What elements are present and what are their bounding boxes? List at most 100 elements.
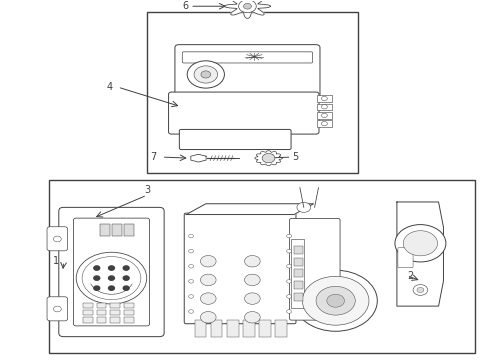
Circle shape xyxy=(189,294,194,298)
Circle shape xyxy=(123,276,129,280)
Polygon shape xyxy=(224,0,270,18)
Circle shape xyxy=(109,276,115,280)
Polygon shape xyxy=(397,202,443,306)
FancyBboxPatch shape xyxy=(294,258,303,266)
FancyBboxPatch shape xyxy=(124,303,134,308)
Circle shape xyxy=(109,266,115,270)
Text: 4: 4 xyxy=(106,82,113,92)
FancyBboxPatch shape xyxy=(227,320,239,337)
Circle shape xyxy=(245,256,260,267)
Text: 1: 1 xyxy=(53,256,59,266)
FancyBboxPatch shape xyxy=(290,219,340,320)
Bar xyxy=(147,12,358,173)
Circle shape xyxy=(187,61,224,88)
FancyBboxPatch shape xyxy=(124,317,134,323)
Circle shape xyxy=(287,249,292,253)
Circle shape xyxy=(200,256,216,267)
Circle shape xyxy=(287,310,292,313)
Circle shape xyxy=(189,249,194,253)
Circle shape xyxy=(297,202,311,212)
FancyBboxPatch shape xyxy=(317,95,332,102)
FancyBboxPatch shape xyxy=(195,320,206,337)
Circle shape xyxy=(244,3,251,9)
FancyBboxPatch shape xyxy=(243,320,255,337)
Circle shape xyxy=(262,153,275,163)
Circle shape xyxy=(123,286,129,290)
FancyBboxPatch shape xyxy=(179,130,291,149)
FancyBboxPatch shape xyxy=(112,224,122,237)
Circle shape xyxy=(287,280,292,283)
Circle shape xyxy=(417,287,424,292)
Circle shape xyxy=(245,311,260,323)
FancyBboxPatch shape xyxy=(294,293,303,301)
Circle shape xyxy=(245,293,260,304)
Circle shape xyxy=(327,294,344,307)
Circle shape xyxy=(316,286,355,315)
Circle shape xyxy=(245,274,260,285)
Circle shape xyxy=(321,96,327,101)
Circle shape xyxy=(189,280,194,283)
FancyBboxPatch shape xyxy=(83,303,93,308)
FancyBboxPatch shape xyxy=(184,213,296,324)
Circle shape xyxy=(201,71,211,78)
Circle shape xyxy=(189,310,194,313)
Circle shape xyxy=(302,276,369,325)
FancyBboxPatch shape xyxy=(211,320,222,337)
Circle shape xyxy=(239,0,256,13)
Circle shape xyxy=(395,225,446,262)
FancyBboxPatch shape xyxy=(124,310,134,315)
Circle shape xyxy=(321,122,327,126)
Text: 6: 6 xyxy=(182,1,189,11)
FancyBboxPatch shape xyxy=(110,317,120,323)
Circle shape xyxy=(321,105,327,109)
Polygon shape xyxy=(191,154,206,162)
FancyBboxPatch shape xyxy=(97,303,106,308)
FancyBboxPatch shape xyxy=(275,320,287,337)
FancyBboxPatch shape xyxy=(169,92,319,134)
Circle shape xyxy=(94,286,100,290)
FancyBboxPatch shape xyxy=(317,112,332,119)
FancyBboxPatch shape xyxy=(294,282,303,289)
Circle shape xyxy=(200,274,216,285)
FancyBboxPatch shape xyxy=(59,207,164,337)
Text: 7: 7 xyxy=(150,152,157,162)
Circle shape xyxy=(287,265,292,268)
FancyBboxPatch shape xyxy=(47,227,68,251)
FancyBboxPatch shape xyxy=(291,239,304,308)
FancyBboxPatch shape xyxy=(124,224,134,237)
FancyBboxPatch shape xyxy=(100,224,110,237)
Circle shape xyxy=(94,266,100,270)
Circle shape xyxy=(94,276,100,280)
Circle shape xyxy=(287,234,292,238)
FancyBboxPatch shape xyxy=(74,218,149,326)
Polygon shape xyxy=(255,150,282,166)
Circle shape xyxy=(53,306,61,312)
Circle shape xyxy=(403,231,438,256)
FancyBboxPatch shape xyxy=(317,121,332,127)
FancyBboxPatch shape xyxy=(97,317,106,323)
FancyBboxPatch shape xyxy=(294,270,303,278)
Circle shape xyxy=(200,293,216,304)
Circle shape xyxy=(189,265,194,268)
Text: 3: 3 xyxy=(144,185,150,195)
FancyBboxPatch shape xyxy=(259,320,271,337)
FancyBboxPatch shape xyxy=(175,45,320,101)
Circle shape xyxy=(413,284,428,295)
Bar xyxy=(49,180,475,353)
FancyBboxPatch shape xyxy=(83,317,93,323)
FancyBboxPatch shape xyxy=(83,310,93,315)
Polygon shape xyxy=(186,204,314,215)
Circle shape xyxy=(189,234,194,238)
Circle shape xyxy=(109,286,115,290)
Circle shape xyxy=(82,257,141,300)
Circle shape xyxy=(53,236,61,242)
FancyBboxPatch shape xyxy=(110,303,120,308)
FancyBboxPatch shape xyxy=(317,104,332,110)
FancyBboxPatch shape xyxy=(182,52,313,63)
Circle shape xyxy=(123,266,129,270)
Circle shape xyxy=(200,311,216,323)
FancyBboxPatch shape xyxy=(97,310,106,315)
FancyBboxPatch shape xyxy=(294,246,303,254)
Text: 2: 2 xyxy=(408,271,414,280)
FancyBboxPatch shape xyxy=(47,297,68,321)
